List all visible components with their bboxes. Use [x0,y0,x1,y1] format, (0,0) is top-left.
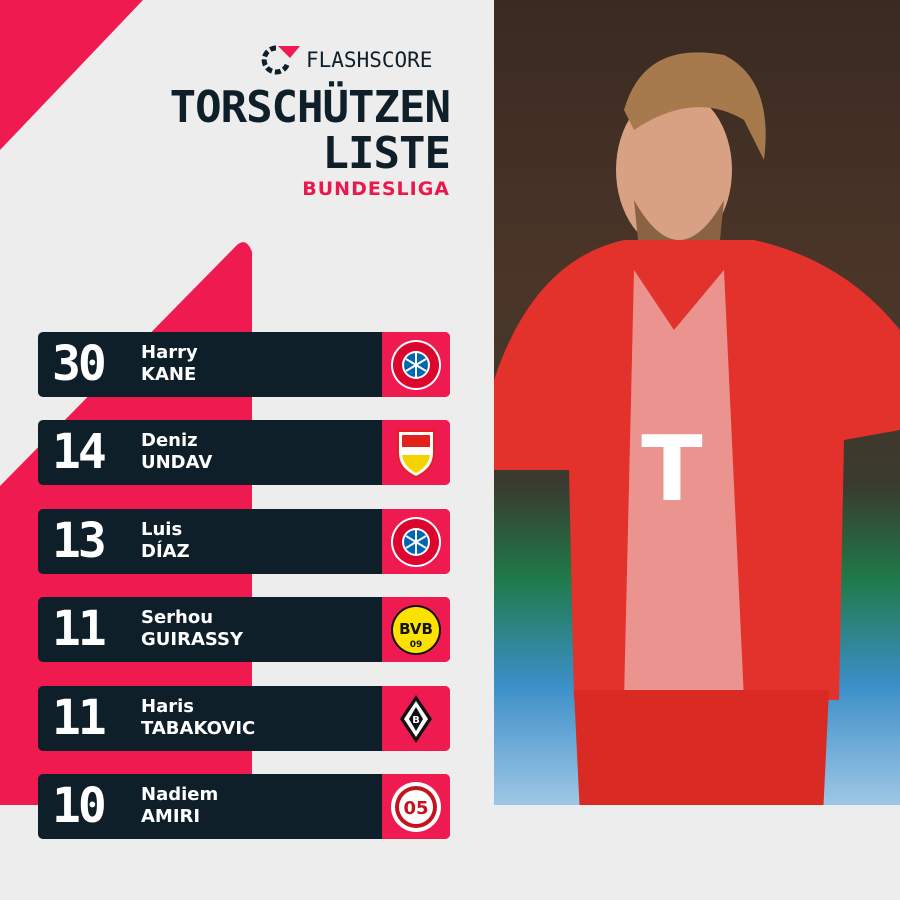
goal-count: 11 [52,601,107,657]
club-badge [382,420,450,485]
player-last-name: UNDAV [141,452,213,473]
borussia-monchengladbach-crest-icon: B [400,694,432,743]
club-badge: BVB 09 [382,597,450,662]
svg-text:05: 05 [403,798,428,819]
scorer-row: 11 Haris TABAKOVIC B [38,686,450,751]
player-name: Deniz UNDAV [141,430,212,474]
club-badge [382,509,450,574]
scorer-row: 10 Nadiem AMIRI 05 [38,774,450,839]
player-first-name: Serhou [141,607,214,628]
player-last-name: GUIRASSY [141,629,244,650]
bayern-munich-crest-icon [391,516,441,567]
club-badge: B [382,686,450,751]
player-last-name: TABAKOVIC [141,718,256,739]
goal-count: 11 [52,690,107,746]
brand-name: FLASHSCORE [306,48,433,72]
player-name: Luis DÍAZ [141,519,190,563]
league-name: BUNDESLIGA [302,178,450,200]
scorer-row: 13 Luis DÍAZ [38,509,450,574]
player-photo: T [494,0,900,805]
goal-count: 30 [52,336,107,392]
goal-count: 10 [52,778,107,834]
scorer-row: 11 Serhou GUIRASSY BVB 09 [38,597,450,662]
player-illustration: T [494,52,900,805]
title-line-2: LISTE [322,128,451,179]
club-badge: 05 [382,774,450,839]
player-first-name: Nadiem [141,784,219,805]
goal-count: 14 [52,424,107,480]
borussia-dortmund-crest-icon: BVB 09 [391,604,441,655]
player-name: Haris TABAKOVIC [141,696,255,740]
title-line-1: TORSCHÜTZEN [169,82,451,133]
player-last-name: AMIRI [141,806,201,827]
player-first-name: Harry [141,342,198,363]
flashscore-logo-icon [261,45,300,75]
corner-triangle [0,0,143,150]
scorer-row: 30 Harry KANE [38,332,450,397]
player-first-name: Haris [141,696,194,717]
svg-text:T: T [641,417,702,522]
vfb-stuttgart-crest-icon [397,429,435,478]
svg-text:B: B [412,715,420,726]
player-first-name: Luis [141,519,183,540]
player-first-name: Deniz [141,430,198,451]
svg-text:09: 09 [410,640,423,650]
flashscore-logo: FLASHSCORE [260,44,432,76]
player-name: Nadiem AMIRI [141,784,218,828]
player-last-name: KANE [141,364,197,385]
player-last-name: DÍAZ [141,541,190,562]
scorer-row: 14 Deniz UNDAV [38,420,450,485]
mainz-05-crest-icon: 05 [391,781,441,832]
club-badge [382,332,450,397]
player-name: Harry KANE [141,342,198,386]
goal-count: 13 [52,513,107,569]
player-name: Serhou GUIRASSY [141,607,243,651]
bayern-munich-crest-icon [391,339,441,390]
svg-text:BVB: BVB [399,620,433,638]
